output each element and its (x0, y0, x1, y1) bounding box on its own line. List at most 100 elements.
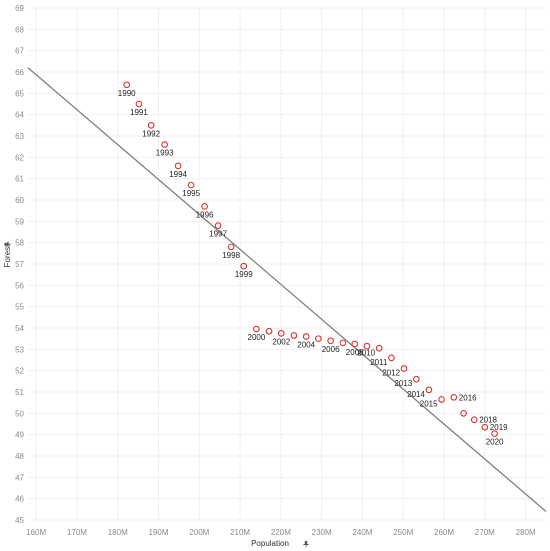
x-axis-title-group[interactable]: Population (251, 539, 309, 548)
y-tick-label: 48 (15, 452, 24, 461)
data-points (123, 81, 498, 437)
data-point[interactable] (339, 339, 347, 347)
data-point[interactable] (187, 181, 195, 189)
y-tick-label: 54 (15, 324, 24, 333)
data-point[interactable] (470, 416, 478, 424)
point-label: 2008 (346, 348, 364, 357)
y-tick-label: 55 (15, 303, 24, 312)
trend-line (27, 67, 547, 512)
data-point[interactable] (412, 375, 420, 383)
data-point[interactable] (315, 335, 322, 343)
data-point[interactable] (460, 409, 467, 417)
x-tick-label: 280M (516, 528, 536, 537)
point-label: 1999 (235, 270, 253, 279)
pin-icon[interactable] (4, 241, 11, 247)
y-axis-title: Forest (3, 244, 12, 267)
x-tick-label: 220M (271, 528, 291, 537)
y-tick-label: 46 (15, 495, 24, 504)
x-tick-label: 200M (189, 528, 209, 537)
data-point[interactable] (161, 141, 168, 148)
y-tick-label: 49 (15, 431, 24, 440)
data-point[interactable] (400, 365, 408, 372)
data-point[interactable] (302, 333, 310, 340)
data-point[interactable] (174, 162, 182, 170)
y-axis-title-group[interactable]: Forest (3, 241, 12, 267)
y-axis-ticks: 45 46 47 48 49 50 51 52 53 54 55 56 57 58 59 60 61 62 63 64… (15, 4, 24, 525)
data-point[interactable] (363, 342, 371, 350)
x-tick-label: 250M (393, 528, 413, 537)
data-point[interactable] (265, 327, 273, 335)
point-label: 2016 (459, 393, 477, 402)
point-label: 1995 (182, 189, 200, 198)
data-point[interactable] (375, 344, 383, 352)
y-tick-label: 57 (15, 260, 24, 269)
point-label: 2013 (394, 379, 412, 388)
x-tick-label: 180M (108, 528, 128, 537)
data-point[interactable] (438, 396, 445, 403)
point-label: 1993 (156, 149, 174, 158)
y-tick-label: 53 (15, 345, 24, 354)
y-tick-label: 69 (15, 4, 24, 13)
point-label: 2020 (486, 438, 504, 447)
x-tick-label: 190M (149, 528, 169, 537)
y-tick-label: 64 (15, 111, 24, 120)
point-label: 2000 (248, 333, 266, 342)
point-label: 1992 (142, 129, 160, 138)
x-axis-ticks: 160M 170M 180M 190M 200M 210M 220M 230M 240M 250M… (26, 528, 536, 537)
x-tick-label: 160M (26, 528, 46, 537)
x-tick-label: 210M (230, 528, 250, 537)
x-tick-label: 230M (312, 528, 332, 537)
point-labels: 1990 1991 1992 1993 1994 1995 1996 1997 1998 1999… (118, 89, 508, 447)
y-tick-label: 68 (15, 25, 24, 34)
point-label: 2019 (490, 423, 508, 432)
data-point[interactable] (253, 325, 260, 333)
x-tick-label: 240M (352, 528, 372, 537)
data-point[interactable] (135, 100, 143, 108)
y-tick-label: 61 (15, 175, 24, 184)
data-point[interactable] (214, 222, 222, 229)
point-label: 2011 (370, 358, 388, 367)
data-point[interactable] (481, 423, 489, 431)
data-point[interactable] (327, 337, 334, 345)
y-tick-label: 67 (15, 47, 24, 56)
data-point[interactable] (201, 203, 208, 210)
point-label: 1997 (209, 230, 227, 239)
point-label: 1994 (169, 170, 187, 179)
data-point[interactable] (147, 121, 155, 129)
data-point[interactable] (277, 329, 285, 337)
y-tick-label: 52 (15, 367, 24, 376)
point-label: 1990 (118, 89, 136, 98)
point-label: 1991 (130, 108, 148, 117)
x-tick-label: 270M (475, 528, 495, 537)
y-tick-label: 50 (15, 409, 24, 418)
data-point[interactable] (290, 332, 298, 339)
y-tick-label: 47 (15, 473, 24, 482)
data-point[interactable] (240, 262, 248, 270)
grid-lines (28, 7, 546, 521)
y-tick-label: 63 (15, 132, 24, 141)
x-tick-label: 260M (434, 528, 454, 537)
y-tick-label: 60 (15, 196, 24, 205)
x-axis-title: Population (251, 539, 289, 548)
y-tick-label: 65 (15, 89, 24, 98)
y-tick-label: 51 (15, 388, 24, 397)
data-point[interactable] (425, 386, 433, 394)
point-label: 2014 (407, 390, 425, 399)
point-label: 2010 (357, 348, 375, 357)
x-tick-label: 170M (67, 528, 87, 537)
point-label: 2018 (479, 416, 497, 425)
data-point[interactable] (351, 340, 359, 348)
data-point[interactable] (491, 430, 498, 437)
point-label: 1998 (222, 251, 240, 260)
point-label: 2004 (297, 341, 315, 350)
data-point[interactable] (450, 393, 458, 401)
data-point[interactable] (227, 243, 235, 251)
data-point[interactable] (123, 81, 131, 89)
y-tick-label: 45 (15, 516, 24, 525)
y-tick-label: 58 (15, 239, 24, 248)
pin-icon[interactable] (303, 541, 309, 548)
point-label: 2006 (322, 345, 340, 354)
point-label: 2012 (382, 369, 400, 378)
data-point[interactable] (388, 354, 395, 362)
